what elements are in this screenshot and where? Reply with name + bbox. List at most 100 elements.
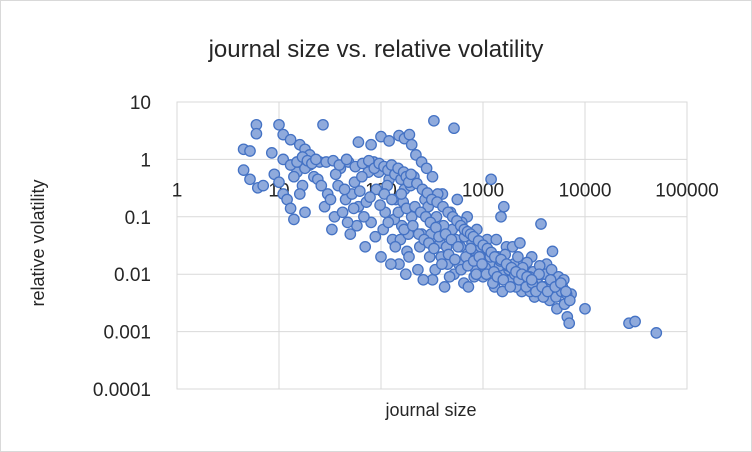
data-point bbox=[383, 135, 395, 147]
y-tick-label: 0.1 bbox=[125, 208, 151, 229]
data-point bbox=[336, 206, 349, 219]
y-axis-tick-labels: 10 1 0.1 0.01 0.001 0.0001 bbox=[93, 93, 151, 401]
data-point bbox=[364, 191, 376, 203]
data-point bbox=[310, 153, 322, 166]
data-point bbox=[650, 327, 663, 339]
data-point bbox=[237, 164, 250, 176]
data-point bbox=[293, 188, 306, 200]
data-point bbox=[369, 230, 382, 243]
data-point bbox=[403, 251, 415, 263]
data-point bbox=[428, 114, 440, 127]
y-tick-label: 10 bbox=[130, 93, 151, 114]
data-point bbox=[389, 240, 402, 253]
data-point bbox=[451, 193, 464, 206]
x-axis-title: journal size bbox=[384, 400, 476, 420]
y-tick-label: 0.01 bbox=[114, 265, 151, 286]
data-point bbox=[299, 206, 311, 219]
data-point bbox=[359, 240, 372, 253]
data-point bbox=[284, 133, 297, 146]
plot-area-border bbox=[176, 101, 688, 390]
data-point bbox=[338, 183, 351, 196]
data-point bbox=[497, 200, 510, 213]
data-point bbox=[438, 281, 451, 293]
data-point bbox=[244, 145, 256, 157]
data-point bbox=[428, 242, 440, 255]
data-point bbox=[324, 193, 337, 206]
data-points bbox=[237, 114, 663, 339]
data-point bbox=[406, 219, 419, 232]
data-point bbox=[412, 263, 424, 276]
data-point bbox=[395, 188, 408, 200]
x-tick-label: 1 bbox=[172, 180, 183, 201]
data-point bbox=[512, 251, 524, 263]
chart-title: journal size vs. relative volatility bbox=[208, 36, 544, 63]
data-point bbox=[525, 273, 538, 286]
data-point bbox=[405, 138, 418, 151]
data-point bbox=[344, 228, 357, 240]
data-point bbox=[365, 138, 377, 151]
data-point bbox=[417, 273, 430, 286]
data-point bbox=[257, 179, 270, 192]
data-point bbox=[265, 147, 278, 159]
data-point bbox=[485, 173, 497, 186]
data-point bbox=[497, 273, 510, 286]
data-point bbox=[273, 118, 285, 131]
y-tick-label: 1 bbox=[140, 150, 151, 171]
data-point bbox=[288, 170, 300, 183]
data-point bbox=[504, 281, 517, 293]
data-point bbox=[546, 245, 559, 258]
data-point bbox=[426, 170, 439, 183]
data-point bbox=[476, 258, 488, 270]
data-point bbox=[555, 277, 567, 289]
data-point bbox=[315, 179, 328, 192]
data-point bbox=[443, 270, 456, 283]
data-point bbox=[273, 176, 285, 189]
data-point bbox=[560, 285, 572, 298]
data-point bbox=[420, 162, 433, 175]
data-point bbox=[452, 240, 464, 253]
data-point bbox=[579, 302, 591, 315]
data-point bbox=[436, 258, 448, 270]
x-tick-label: 100000 bbox=[655, 180, 718, 201]
data-point bbox=[375, 251, 387, 263]
data-point bbox=[490, 233, 503, 246]
data-point bbox=[244, 173, 256, 186]
data-point bbox=[405, 168, 417, 181]
data-point bbox=[445, 233, 458, 246]
data-point bbox=[403, 128, 416, 141]
data-point bbox=[386, 193, 398, 206]
y-tick-label: 0.001 bbox=[103, 323, 151, 344]
data-point bbox=[317, 118, 329, 131]
data-point bbox=[470, 268, 483, 281]
data-point bbox=[514, 237, 526, 249]
data-point bbox=[347, 202, 360, 215]
data-point bbox=[353, 185, 366, 197]
x-tick-label: 1000 bbox=[462, 180, 504, 201]
data-point bbox=[385, 258, 397, 270]
data-point bbox=[462, 281, 475, 293]
data-point bbox=[284, 202, 297, 215]
data-point bbox=[340, 153, 353, 166]
data-point bbox=[448, 122, 460, 135]
data-point bbox=[382, 216, 395, 229]
data-point bbox=[356, 170, 368, 183]
data-point bbox=[563, 317, 576, 330]
data-point bbox=[495, 210, 507, 223]
y-axis-title: relative volatility bbox=[28, 179, 48, 306]
x-tick-label: 10000 bbox=[559, 180, 612, 201]
data-point bbox=[464, 242, 477, 255]
data-point bbox=[449, 253, 461, 266]
data-point bbox=[374, 199, 386, 211]
data-point bbox=[250, 127, 263, 140]
data-point bbox=[352, 136, 365, 148]
data-point bbox=[341, 216, 354, 229]
y-tick-label: 0.0001 bbox=[93, 380, 151, 401]
data-point bbox=[326, 223, 338, 236]
data-point bbox=[399, 268, 412, 281]
data-point bbox=[288, 213, 300, 226]
data-point bbox=[629, 315, 641, 328]
data-point bbox=[535, 218, 547, 230]
data-point bbox=[358, 210, 370, 223]
